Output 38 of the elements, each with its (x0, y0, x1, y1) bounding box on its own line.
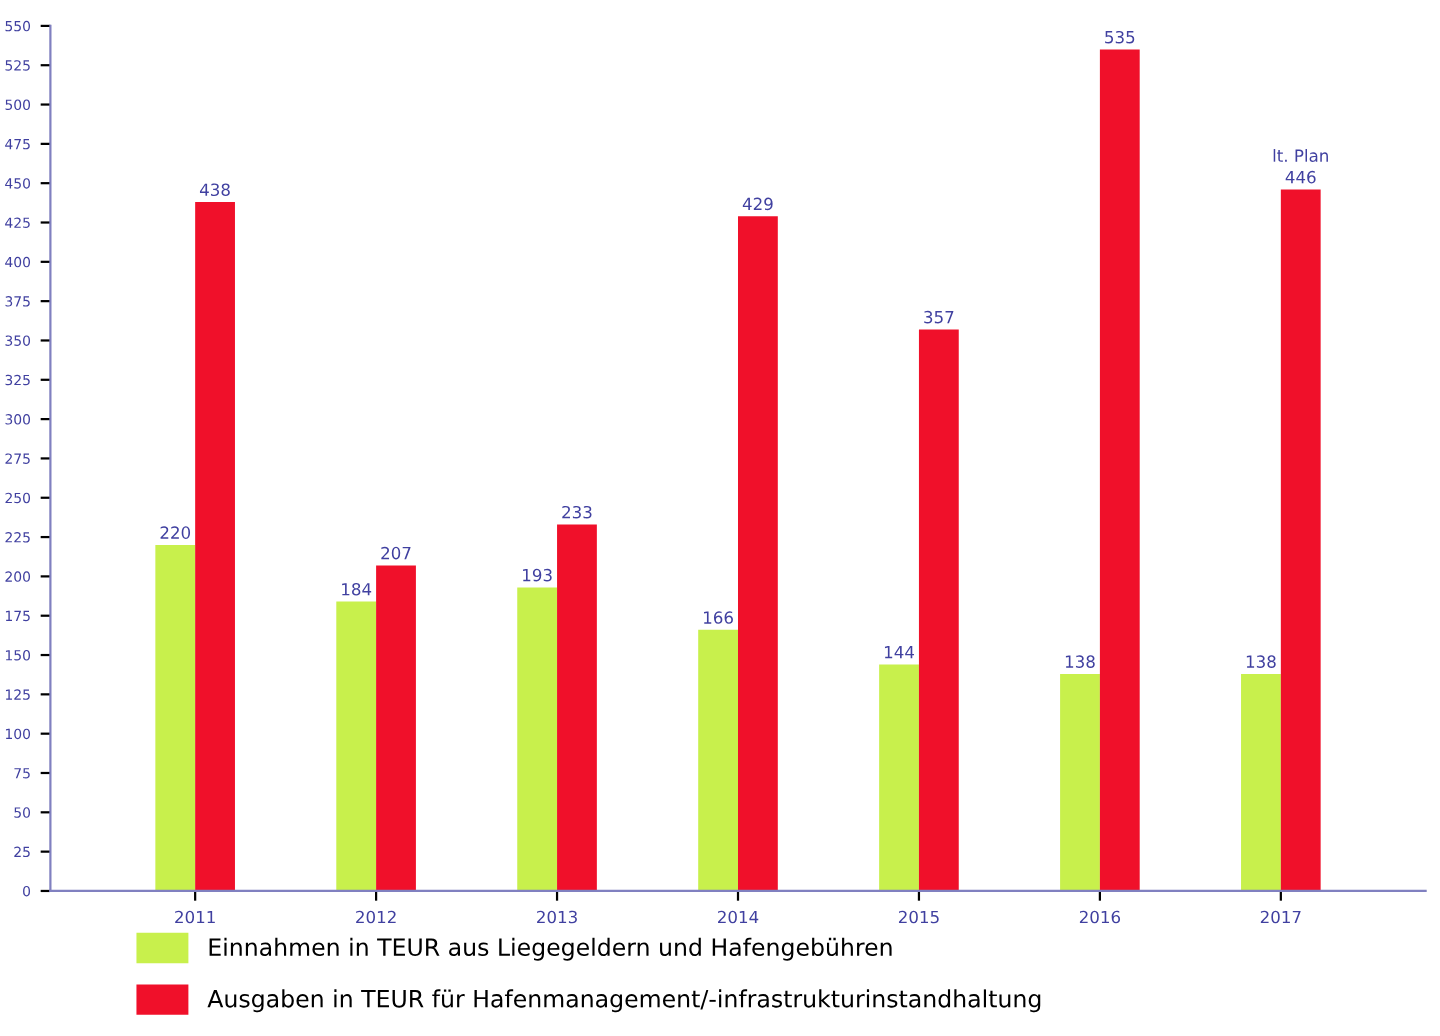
data-label: 438 (199, 183, 230, 197)
bar (155, 544, 196, 891)
data-label: 429 (742, 197, 773, 211)
bar (738, 216, 778, 891)
data-label: 207 (381, 546, 411, 560)
bar (918, 329, 959, 891)
x-tick-label: 2013 (537, 910, 577, 924)
bar (336, 601, 377, 891)
bar (1280, 189, 1321, 891)
bar (557, 524, 597, 891)
data-label: 535 (1105, 30, 1135, 44)
data-label: 193 (523, 568, 552, 582)
x-tick-label: 2014 (718, 910, 759, 924)
data-label: 138 (1246, 655, 1276, 668)
legend-label: Einnahmen in TEUR aus Liegegeldern und Hafengebühren (209, 937, 892, 961)
data-label: 233 (562, 505, 592, 519)
bar (376, 565, 416, 891)
legend-label: Ausgaben in TEUR für Hafenmanagement/-infrastrukturinstandhaltung (207, 989, 1041, 1013)
bar (1241, 673, 1281, 891)
data-label: 220 (160, 526, 191, 539)
annotation: lt. Plan (1273, 149, 1328, 162)
bar (1099, 49, 1140, 891)
x-tick-label: 2012 (356, 910, 396, 924)
bar (879, 664, 919, 891)
bar (698, 629, 738, 891)
data-label: 446 (1285, 170, 1316, 184)
x-tick-label: 2011 (175, 910, 215, 924)
x-tick-label: 2015 (898, 910, 939, 924)
bar (1060, 673, 1100, 891)
data-label: 184 (342, 582, 372, 596)
data-label: 357 (924, 310, 954, 324)
data-label: 138 (1065, 655, 1095, 668)
data-label: 166 (704, 611, 733, 624)
x-tick-label: 2017 (1260, 910, 1301, 924)
x-tick-label: 2016 (1079, 910, 1121, 924)
bar (517, 587, 558, 891)
bar (195, 202, 235, 891)
data-label: 144 (884, 646, 915, 659)
